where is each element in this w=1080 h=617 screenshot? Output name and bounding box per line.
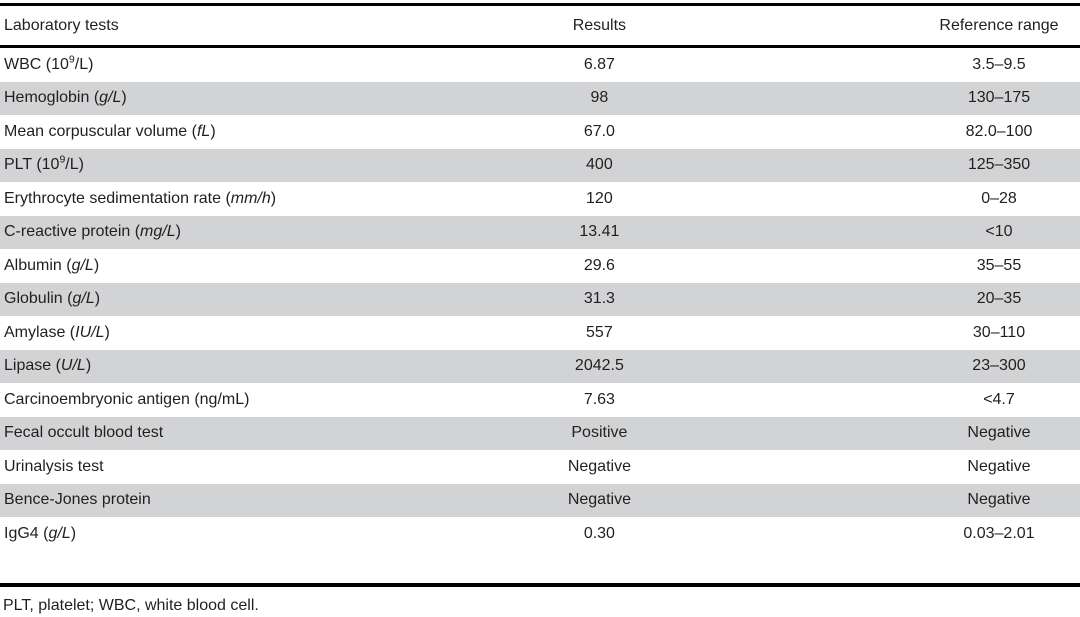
test-name-cell: PLT (109/L) bbox=[4, 153, 84, 174]
table-row: C-reactive protein (mg/L) 13.41 <10 bbox=[0, 215, 1080, 249]
result-cell: 400 bbox=[586, 156, 613, 174]
column-header-laboratory-tests: Laboratory tests bbox=[0, 6, 281, 48]
table-top-rule bbox=[0, 3, 1080, 6]
reference-range-cell: 35–55 bbox=[976, 256, 1022, 274]
table-row: Globulin (g/L) 31.3 20–35 bbox=[0, 282, 1080, 316]
reference-range-cell: 82.0–100 bbox=[965, 122, 1033, 140]
test-name-cell: Hemoglobin (g/L) bbox=[4, 89, 127, 107]
reference-range-cell: 30–110 bbox=[972, 323, 1026, 341]
table-footnote: PLT, platelet; WBC, white blood cell. bbox=[3, 596, 259, 614]
test-name-cell: Albumin (g/L) bbox=[4, 256, 100, 274]
result-cell: 7.63 bbox=[583, 390, 615, 408]
result-cell: 0.30 bbox=[583, 524, 615, 542]
test-name-cell: Amylase (IU/L) bbox=[4, 323, 110, 341]
table-row: Erythrocyte sedimentation rate (mm/h) 120… bbox=[0, 182, 1080, 216]
result-cell: 2042.5 bbox=[574, 357, 624, 375]
result-cell: 31.3 bbox=[583, 290, 615, 308]
reference-range-cell: Negative bbox=[967, 457, 1031, 475]
result-cell: 120 bbox=[586, 189, 613, 207]
result-cell: 98 bbox=[590, 89, 609, 107]
result-cell: Negative bbox=[567, 457, 631, 475]
test-name-cell: IgG4 (g/L) bbox=[4, 524, 77, 542]
test-name-cell: Mean corpuscular volume (fL) bbox=[4, 122, 216, 140]
test-name-cell: Bence-Jones protein bbox=[4, 491, 151, 509]
table-row: Fecal occult blood test Positive Negative bbox=[0, 416, 1080, 450]
result-cell: 67.0 bbox=[583, 122, 615, 140]
reference-range-cell: <10 bbox=[985, 223, 1013, 241]
reference-range-cell: 0–28 bbox=[981, 189, 1017, 207]
test-name-cell: Fecal occult blood test bbox=[4, 424, 164, 442]
column-header-reference-range: Reference range bbox=[917, 6, 1080, 48]
test-name-cell: WBC (109/L) bbox=[4, 53, 94, 73]
reference-range-cell: 3.5–9.5 bbox=[972, 55, 1026, 73]
table-row: Amylase (IU/L) 557 30–110 bbox=[0, 316, 1080, 350]
reference-range-cell: 130–175 bbox=[967, 89, 1031, 107]
test-name-cell: Urinalysis test bbox=[4, 457, 104, 475]
table-row: PLT (109/L) 400 125–350 bbox=[0, 148, 1080, 182]
reference-range-cell: Negative bbox=[967, 491, 1031, 509]
reference-range-cell: <4.7 bbox=[983, 390, 1015, 408]
reference-range-cell: 0.03–2.01 bbox=[963, 524, 1035, 542]
lab-results-table: Laboratory tests Results Reference range… bbox=[0, 6, 1080, 551]
table-row: WBC (109/L) 6.87 3.5–9.5 bbox=[0, 47, 1080, 82]
result-cell: 557 bbox=[586, 323, 613, 341]
column-header-results: Results bbox=[280, 6, 918, 48]
result-cell: 6.87 bbox=[583, 55, 615, 73]
table-row: Carcinoembryonic antigen (ng/mL) 7.63 <4.7 bbox=[0, 383, 1080, 417]
result-cell: Positive bbox=[571, 424, 628, 442]
reference-range-cell: Negative bbox=[967, 424, 1031, 442]
table-bottom-rule bbox=[0, 582, 1080, 587]
test-name-cell: Carcinoembryonic antigen (ng/mL) bbox=[4, 390, 250, 408]
table-row: Lipase (U/L) 2042.5 23–300 bbox=[0, 349, 1080, 383]
result-cell: 29.6 bbox=[583, 256, 615, 274]
test-name-cell: Erythrocyte sedimentation rate (mm/h) bbox=[4, 189, 277, 207]
table-row: Bence-Jones protein Negative Negative bbox=[0, 483, 1080, 517]
table-row: Albumin (g/L) 29.6 35–55 bbox=[0, 249, 1080, 283]
table-row: IgG4 (g/L) 0.30 0.03–2.01 bbox=[0, 517, 1080, 551]
table-header-row: Laboratory tests Results Reference range bbox=[0, 6, 1080, 48]
reference-range-cell: 23–300 bbox=[972, 357, 1026, 375]
table-row: Mean corpuscular volume (fL) 67.0 82.0–100 bbox=[0, 115, 1080, 149]
reference-range-cell: 125–350 bbox=[967, 156, 1031, 174]
table-body: WBC (109/L) 6.87 3.5–9.5 Hemoglobin (g/L) 98… bbox=[0, 47, 1080, 551]
test-name-cell: Globulin (g/L) bbox=[4, 290, 101, 308]
result-cell: Negative bbox=[567, 491, 631, 509]
test-name-cell: C-reactive protein (mg/L) bbox=[4, 223, 181, 241]
table-row: Hemoglobin (g/L) 98 130–175 bbox=[0, 81, 1080, 115]
table-row: Urinalysis test Negative Negative bbox=[0, 450, 1080, 484]
reference-range-cell: 20–35 bbox=[976, 290, 1022, 308]
test-name-cell: Lipase (U/L) bbox=[4, 357, 92, 375]
result-cell: 13.41 bbox=[579, 223, 620, 241]
